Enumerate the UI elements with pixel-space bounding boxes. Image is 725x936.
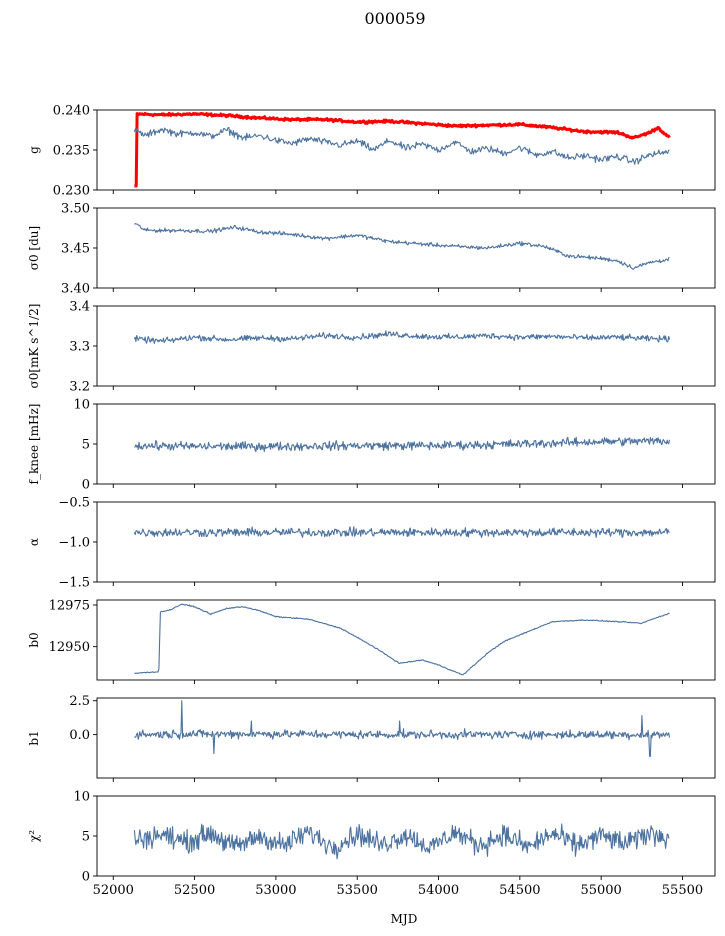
axes-frame-b1 xyxy=(96,697,716,779)
y-tick-label-sigma0_du-1: 3.45 xyxy=(61,242,90,257)
y-tick-label-b1-0: 0.0 xyxy=(69,728,90,743)
x-tick-label-6: 55000 xyxy=(580,883,621,898)
y-axis-label-alpha: α xyxy=(27,538,41,546)
y-tick-label-b0-1: 12975 xyxy=(49,599,90,614)
x-tick-label-4: 54000 xyxy=(418,883,459,898)
series-line-g-1 xyxy=(133,126,670,165)
y-tick-label-sigma0_mK-0: 3.2 xyxy=(69,380,90,395)
y-axis-label-g: g xyxy=(27,146,41,154)
y-tick-label-g-0: 0.230 xyxy=(53,184,90,199)
y-axis-label-fknee: f_knee [mHz] xyxy=(27,404,41,485)
x-axis-label: MJD xyxy=(391,912,418,926)
series-line-b0-0 xyxy=(134,603,670,676)
series-line-alpha-0 xyxy=(133,526,670,538)
y-tick-label-chi2-0: 0 xyxy=(82,870,90,885)
series-line-sigma0_du-0 xyxy=(134,223,670,270)
series-line-chi2-0 xyxy=(133,823,670,860)
y-tick-label-g-2: 0.240 xyxy=(53,104,90,119)
panel-g: 0.230 0.235 0.240 g xyxy=(27,104,716,199)
y-tick-label-sigma0_du-0: 3.40 xyxy=(61,282,90,297)
y-axis-label-sigma0_mK: σ0[mK s^1/2] xyxy=(27,304,41,389)
panel-fknee: 0 5 10 f_knee [mHz] xyxy=(27,398,716,493)
x-tick-label-3: 53500 xyxy=(337,883,378,898)
axes-frame-alpha xyxy=(96,501,716,583)
y-axis-label-sigma0_du: σ0 [du] xyxy=(27,226,41,270)
y-tick-label-chi2-2: 10 xyxy=(73,790,90,805)
y-axis-label-b0: b0 xyxy=(27,632,41,647)
y-tick-label-sigma0_mK-1: 3.3 xyxy=(69,340,90,355)
figure-title: 000059 xyxy=(364,9,425,28)
series-line-fknee-0 xyxy=(134,436,671,453)
series-line-g-0 xyxy=(133,111,671,188)
x-tick-label-1: 52500 xyxy=(174,883,215,898)
y-tick-label-chi2-1: 5 xyxy=(82,830,90,845)
y-tick-label-b0-0: 12950 xyxy=(49,640,90,655)
y-tick-label-alpha-1: −1.0 xyxy=(58,536,90,551)
x-tick-label-7: 55500 xyxy=(662,883,703,898)
series-line-b1-0 xyxy=(134,700,671,757)
panel-b1: 0.0 2.5 b1 xyxy=(27,694,716,782)
y-tick-label-alpha-2: −0.5 xyxy=(58,496,90,511)
panel-sigma0_mK: 3.2 3.3 3.4 σ0[mK s^1/2] xyxy=(27,300,716,395)
y-tick-label-fknee-2: 10 xyxy=(73,398,90,413)
x-tick-label-2: 53000 xyxy=(255,883,296,898)
axes-frame-b0 xyxy=(96,599,716,681)
y-tick-label-g-1: 0.235 xyxy=(53,144,90,159)
series-line-sigma0_mK-0 xyxy=(133,330,671,344)
y-tick-label-b1-1: 2.5 xyxy=(69,694,90,709)
panel-b0: 12950 12975 b0 xyxy=(27,599,716,684)
y-tick-label-fknee-0: 0 xyxy=(82,478,90,493)
y-axis-label-chi2: χ² xyxy=(27,830,41,842)
y-tick-label-sigma0_du-2: 3.50 xyxy=(61,202,90,217)
y-tick-label-fknee-1: 5 xyxy=(82,438,90,453)
y-axis-label-b1: b1 xyxy=(27,730,41,745)
x-tick-label-0: 52000 xyxy=(93,883,134,898)
y-tick-label-sigma0_mK-2: 3.4 xyxy=(69,300,90,315)
panel-alpha: −1.5 −1.0 −0.5 α xyxy=(27,496,716,591)
axes-frame-sigma0_du xyxy=(96,207,716,289)
x-tick-label-5: 54500 xyxy=(499,883,540,898)
panel-sigma0_du: 3.40 3.45 3.50 σ0 [du] xyxy=(27,202,716,297)
y-tick-label-alpha-0: −1.5 xyxy=(58,576,90,591)
axes-frame-sigma0_mK xyxy=(96,305,716,387)
panel-chi2: 0 5 10 52000 52500 53000 53500 54000 54500 55000 5… xyxy=(27,790,716,898)
